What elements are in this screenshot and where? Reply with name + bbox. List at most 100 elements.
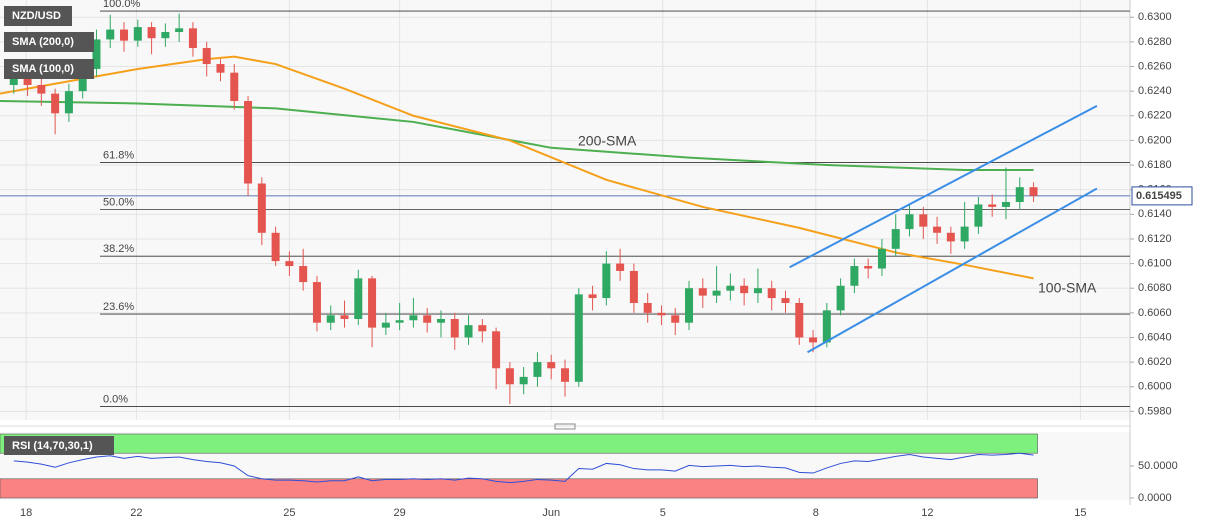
candle-body [409, 315, 418, 321]
rsi-band [0, 478, 1038, 499]
candle-body [285, 261, 294, 267]
candle-body [230, 72, 239, 101]
candle-body [974, 204, 983, 227]
x-tick-label: 8 [813, 507, 819, 519]
main-plot-bg [0, 0, 1130, 420]
y-tick-label: 0.6260 [1138, 60, 1172, 72]
candle-body [1029, 187, 1038, 196]
candle-body [395, 320, 404, 323]
channel-line [807, 187, 1098, 354]
x-tick-label: Jun [542, 507, 560, 519]
sma-line [0, 55, 1034, 280]
y-tick-label: 0.6280 [1138, 36, 1172, 48]
candle-body [864, 266, 873, 269]
candle-body [533, 362, 542, 377]
candle-body [809, 337, 818, 343]
candle-body [877, 248, 886, 269]
y-tick-label: 0.0000 [1138, 492, 1172, 504]
candle-body [629, 270, 638, 303]
candle-body [299, 266, 308, 283]
legend-box [4, 32, 94, 52]
candle-body [464, 325, 473, 338]
candle-body [988, 204, 997, 207]
overlay: NZD/USD SMA (200,0) SMA (100,0) RSI (14,… [4, 6, 1097, 455]
y-tick-label: 0.6000 [1138, 381, 1172, 393]
candle-body [78, 68, 87, 92]
fib-label: 0.0% [103, 393, 128, 405]
rsi-panel: 50.0000 0.0000 [0, 433, 1178, 504]
candle-body [753, 288, 762, 294]
candle-body [92, 39, 101, 69]
candle-body [905, 214, 914, 230]
candle-body [64, 91, 73, 114]
resize-handle[interactable] [554, 423, 576, 430]
y-tick-label: 0.5980 [1138, 405, 1172, 417]
candle-body [671, 315, 680, 323]
candle-body [188, 28, 197, 49]
candle-body [588, 294, 597, 299]
channel-line [789, 105, 1098, 269]
candle-body [423, 315, 432, 323]
candle-body [767, 288, 776, 299]
sma-line [0, 99, 1034, 171]
candle-body [51, 93, 60, 114]
candle-body [919, 214, 928, 227]
candle-body [850, 266, 859, 286]
y-tick-label: 0.6060 [1138, 307, 1172, 319]
candle-body [795, 302, 804, 338]
candle-body [436, 319, 445, 323]
x-tick-label: 29 [394, 507, 406, 519]
rsi-title: RSI (14,70,30,1) [12, 440, 93, 452]
candle-body [133, 27, 142, 41]
candle-body [326, 315, 335, 323]
candle-body [368, 278, 377, 328]
candle-body [933, 226, 942, 233]
y-tick-label: 0.6180 [1138, 159, 1172, 171]
candle-body [561, 368, 569, 382]
candle-body [643, 302, 652, 313]
candle-body [216, 64, 225, 73]
candle-body [781, 298, 790, 303]
candle-body [23, 78, 32, 85]
fib-label: 23.6% [103, 301, 134, 313]
legend-box [4, 6, 72, 26]
candle-body [478, 325, 487, 332]
candle-body [519, 376, 528, 385]
fib-label: 50.0% [103, 196, 134, 208]
legend-box [4, 59, 94, 79]
candle-body [712, 290, 721, 296]
rsi-band [0, 433, 1038, 454]
candle-body [450, 319, 459, 338]
annotation: 200-SMA [578, 133, 637, 149]
y-tick-label: 0.6200 [1138, 134, 1172, 146]
candle-body [492, 331, 501, 369]
x-tick-label: 25 [283, 507, 295, 519]
candle-body [106, 29, 115, 40]
x-tick-label: 12 [921, 507, 933, 519]
candle-body [244, 100, 253, 184]
candle-body [836, 285, 845, 311]
fib-label: 38.2% [103, 243, 134, 255]
candle-body [257, 183, 266, 233]
x-tick-label: 15 [1074, 507, 1086, 519]
candle-body [616, 263, 625, 271]
x-tick-label: 5 [660, 507, 666, 519]
legend-symbol: NZD/USD [12, 10, 61, 22]
y-tick-label: 0.6020 [1138, 356, 1172, 368]
y-tick-label: 0.6140 [1138, 208, 1172, 220]
fib-label: 61.8% [103, 149, 134, 161]
candle-body [161, 32, 170, 39]
candle-body [657, 312, 666, 316]
candle-body [147, 27, 156, 39]
y-tick-label: 50.0000 [1138, 460, 1178, 472]
candle-body [37, 84, 46, 94]
legend-entry: SMA (100,0) [12, 63, 74, 75]
candle-body [726, 285, 735, 291]
last-price-box [1131, 186, 1193, 206]
x-tick-label: 18 [20, 507, 32, 519]
fib-label: 100.0% [103, 0, 141, 10]
candle-body [312, 282, 321, 323]
y-tick-label: 0.6100 [1138, 257, 1172, 269]
candle-body [381, 322, 390, 328]
